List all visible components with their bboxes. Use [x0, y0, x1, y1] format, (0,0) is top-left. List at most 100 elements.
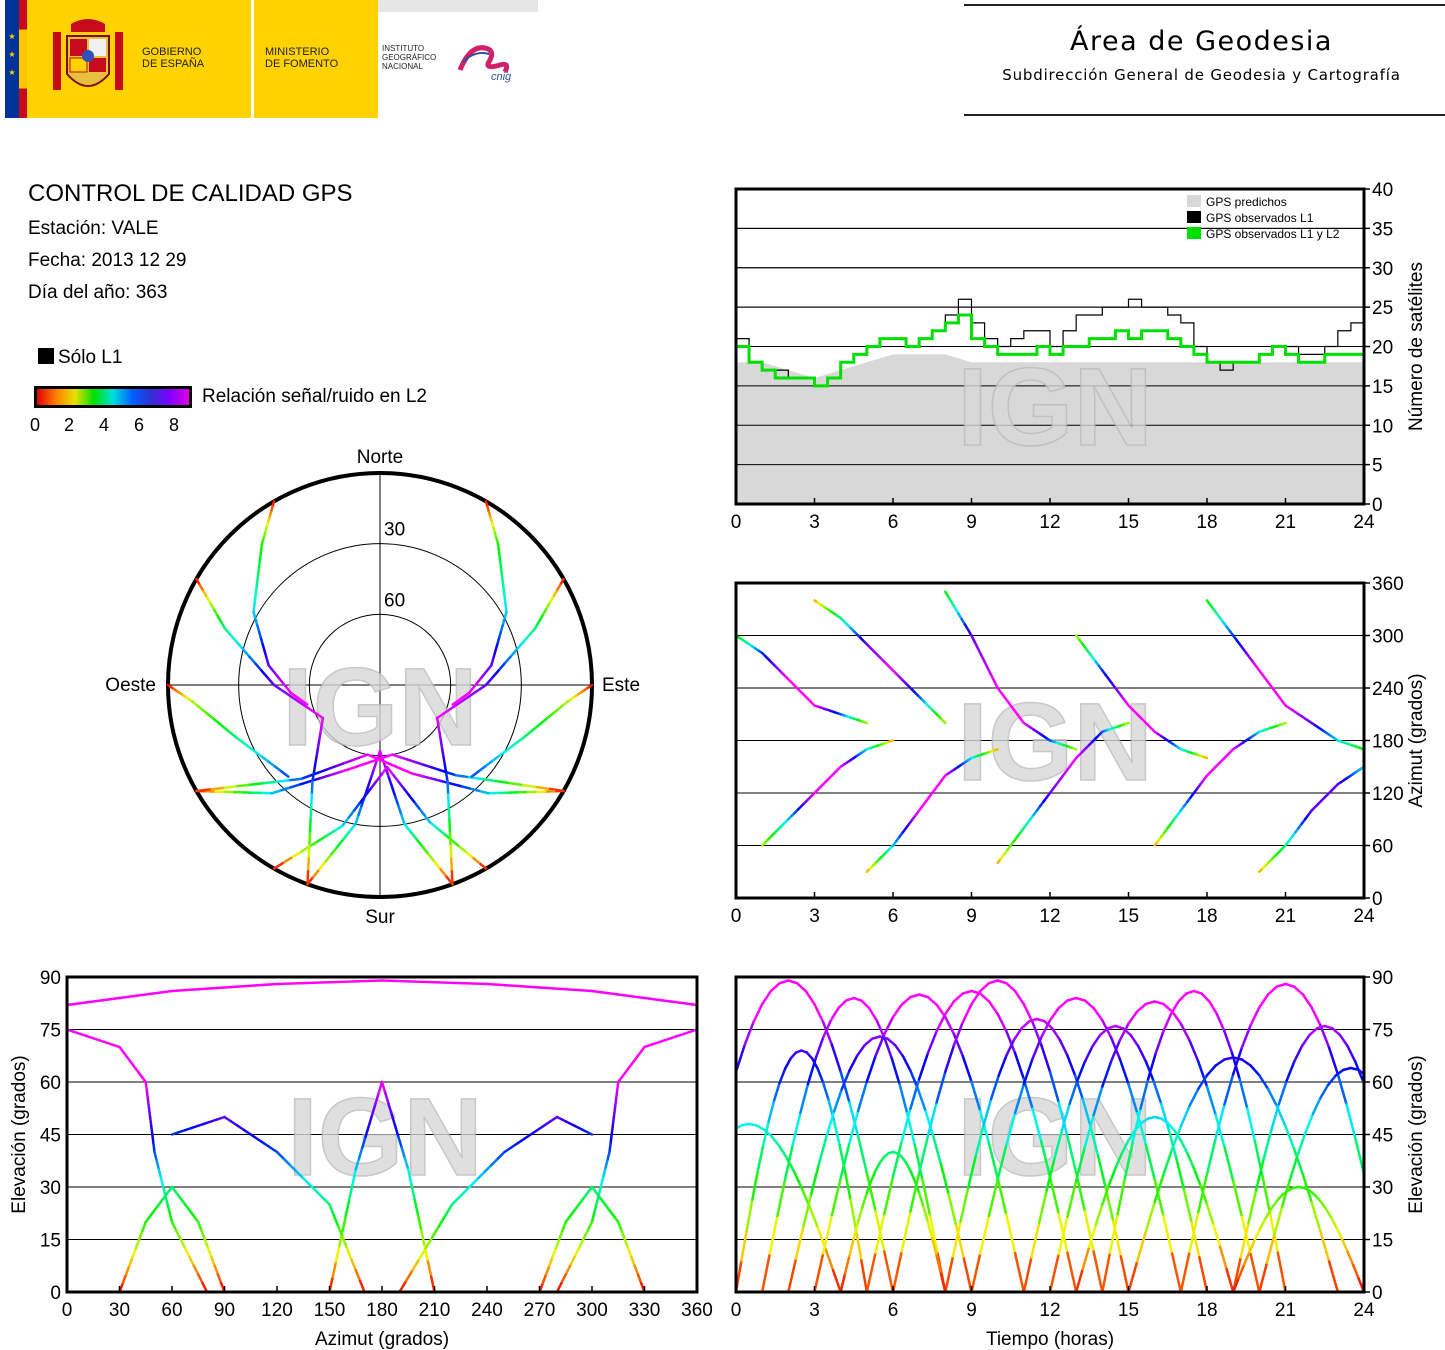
- skyplot-track: [409, 830, 418, 841]
- elevation-time-arc: [900, 995, 912, 1006]
- elevation-time-arc: [1040, 1140, 1052, 1179]
- elevation-azimuth-track: [151, 1133, 155, 1145]
- elevation-azimuth-track: [146, 1098, 151, 1110]
- elevation-azimuth-track: [620, 1229, 627, 1241]
- elevation-time-arc: [1270, 1199, 1279, 1210]
- skyplot-track: [446, 793, 451, 809]
- elevation-time-arc: [1081, 1245, 1091, 1271]
- elevation-time-arc: [1276, 1251, 1287, 1292]
- elevation-time-x-tick-label: 21: [1275, 1300, 1296, 1321]
- skyplot-track: [435, 826, 446, 836]
- elevation-time-arc: [1107, 1167, 1117, 1187]
- skyplot-track: [418, 807, 426, 817]
- elevation-azimuth-track: [374, 1091, 380, 1106]
- elevation-time-arc: [989, 1074, 1001, 1101]
- satellites-legend-swatch: [1187, 195, 1201, 207]
- elevation-time-arc: [1162, 1214, 1174, 1255]
- elevation-time-arc: [760, 989, 773, 1006]
- azimuth-time-y-axis-label: Azimut (grados): [1406, 673, 1427, 807]
- elevation-time-arc: [944, 1255, 955, 1292]
- elevation-time-arc: [1108, 1212, 1119, 1254]
- elevation-time-arc: [939, 1163, 950, 1196]
- elevation-time-arc: [1101, 1060, 1113, 1088]
- elevation-time-arc: [1057, 1101, 1069, 1138]
- azimuth-time-x-tick-label: 24: [1353, 906, 1375, 927]
- elevation-azimuth-track: [544, 1264, 551, 1276]
- elevation-time-arc: [1048, 1175, 1060, 1216]
- elevation-time-arc: [1118, 1022, 1130, 1042]
- skyplot-track: [415, 837, 424, 848]
- skyplot-track: [448, 831, 452, 847]
- skyplot-track: [247, 782, 264, 787]
- elevation-time-arc: [1319, 1083, 1330, 1100]
- elevation-time-x-tick-label: 6: [888, 1300, 899, 1321]
- skyplot-track: [281, 856, 293, 865]
- satellites-x-tick-label: 6: [888, 512, 899, 533]
- elevation-time-arc: [1131, 1107, 1142, 1143]
- gobierno-logo-text: GOBIERNO DE ESPAÑA: [142, 46, 205, 70]
- skyplot-track: [428, 820, 439, 830]
- elevation-azimuth-track: [384, 1091, 390, 1106]
- elevation-time-arc: [1357, 1068, 1364, 1076]
- skyplot-track: [317, 732, 322, 744]
- elevation-time-arc: [1397, 1134, 1405, 1156]
- skyplot-track: [412, 800, 421, 810]
- azimuth-time-y-tick-label: 180: [1372, 732, 1404, 753]
- skyplot-track: [306, 857, 310, 873]
- elevation-azimuth-track: [398, 1279, 408, 1294]
- skyplot-track: [234, 736, 244, 744]
- skyplot-track: [490, 669, 500, 680]
- elevation-time-arc: [909, 1171, 921, 1213]
- elevation-azimuth-track: [92, 998, 108, 1003]
- elevation-azimuth-track: [603, 1159, 609, 1171]
- elevation-time-arc: [1133, 1121, 1143, 1132]
- ign-watermark: IGN: [957, 346, 1153, 469]
- elevation-azimuth-track: [331, 1260, 338, 1278]
- elevation-time-arc: [1327, 1260, 1340, 1292]
- elevation-time-arc: [745, 1198, 754, 1231]
- elevation-time-y-tick-label: 75: [1372, 1021, 1393, 1042]
- skyplot-track: [430, 766, 442, 772]
- elevation-time-arc: [1242, 1250, 1251, 1267]
- skyplot-track: [273, 779, 290, 784]
- skyplot-track: [316, 740, 321, 751]
- elevation-time-arc: [1292, 1147, 1305, 1176]
- elevation-azimuth-track: [183, 988, 200, 992]
- elevation-time-arc: [1118, 1057, 1130, 1086]
- elevation-azimuth-track: [586, 1220, 594, 1232]
- elevation-time-arc: [1022, 1057, 1034, 1086]
- elevation-time-arc: [1073, 1074, 1084, 1101]
- skyplot-track: [328, 770, 341, 777]
- elevation-time-arc: [952, 992, 965, 1003]
- elevation-time-x-tick-label: 9: [966, 1300, 977, 1321]
- elevation-time-arc: [860, 999, 871, 1010]
- elevation-time-arc: [703, 1159, 711, 1173]
- elevation-time-arc: [1340, 1238, 1349, 1254]
- elevation-time-arc: [1300, 1033, 1311, 1048]
- elevation-time-arc: [860, 1259, 869, 1292]
- date-label: Fecha: 2013 12 29: [28, 250, 187, 271]
- elevation-time-arc: [917, 1191, 925, 1209]
- elevation-time-arc: [891, 1140, 903, 1179]
- elevation-time-arc: [1237, 1263, 1246, 1280]
- elevation-azimuth-track: [282, 1157, 292, 1167]
- elevation-time-arc: [1114, 1151, 1124, 1170]
- elevation-time-arc: [1223, 1145, 1235, 1183]
- elevation-time-arc: [1435, 1263, 1443, 1292]
- elevation-time-arc: [1162, 1002, 1174, 1013]
- azimuth-time-y-tick-label: 300: [1372, 627, 1404, 648]
- satellites-y-tick-label: 30: [1372, 259, 1393, 280]
- skyplot-track: [242, 648, 251, 659]
- satellites-legend-swatch: [1187, 227, 1201, 239]
- elevation-time-x-axis-label: Tiempo (horas): [986, 1329, 1114, 1350]
- skyplot-track: [369, 768, 376, 780]
- satellites-y-tick-label: 25: [1372, 298, 1393, 319]
- skyplot-track: [468, 787, 481, 793]
- satellites-x-tick-label: 18: [1196, 512, 1217, 533]
- snr-tick: 2: [64, 415, 75, 435]
- skyplot-track: [223, 627, 233, 637]
- elevation-time-arc: [848, 1054, 859, 1072]
- azimuth-time-x-tick-label: 3: [809, 906, 820, 927]
- elevation-azimuth-track: [682, 1002, 699, 1007]
- elevation-time-arc: [1231, 1179, 1244, 1219]
